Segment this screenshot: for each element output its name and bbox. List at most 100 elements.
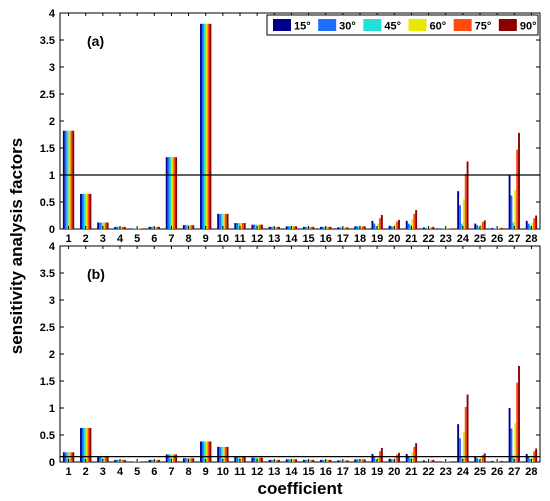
x-tick-label: 10 bbox=[217, 466, 229, 478]
x-axis-label: coefficient bbox=[257, 479, 342, 498]
bar bbox=[394, 456, 397, 462]
x-tick-label: 25 bbox=[474, 233, 486, 245]
bar bbox=[66, 130, 69, 229]
bar bbox=[424, 460, 427, 462]
bar bbox=[447, 228, 450, 229]
bar bbox=[449, 228, 452, 229]
bar bbox=[81, 193, 84, 229]
x-tick-label: 24 bbox=[457, 233, 470, 245]
bar bbox=[354, 459, 357, 462]
bar bbox=[516, 382, 519, 462]
bar bbox=[97, 456, 100, 462]
bar bbox=[251, 457, 254, 462]
y-tick-label: 0.5 bbox=[40, 197, 55, 209]
bar bbox=[205, 23, 208, 229]
bar bbox=[85, 427, 88, 462]
bar bbox=[274, 459, 277, 462]
bar bbox=[495, 461, 498, 462]
bar bbox=[342, 460, 345, 462]
bar bbox=[510, 428, 513, 462]
y-tick-label: 3 bbox=[49, 62, 55, 74]
bar bbox=[306, 226, 309, 229]
bar bbox=[308, 226, 311, 229]
bar bbox=[508, 175, 511, 229]
bar bbox=[337, 460, 340, 462]
bar bbox=[396, 221, 399, 229]
x-tick-label: 9 bbox=[203, 233, 209, 245]
bar bbox=[302, 226, 305, 229]
x-tick-label: 24 bbox=[457, 466, 470, 478]
x-tick-label: 5 bbox=[134, 466, 140, 478]
bar bbox=[405, 220, 408, 229]
bar bbox=[512, 455, 515, 462]
bar bbox=[535, 215, 538, 229]
bar bbox=[476, 458, 479, 462]
bar bbox=[289, 459, 292, 462]
x-tick-label: 19 bbox=[371, 466, 383, 478]
bar bbox=[120, 459, 122, 462]
x-tick-label: 14 bbox=[285, 466, 298, 478]
y-tick-label: 0 bbox=[49, 224, 55, 236]
bar bbox=[80, 427, 82, 462]
x-tick-label: 16 bbox=[320, 233, 332, 245]
bar bbox=[121, 226, 124, 229]
bar bbox=[325, 459, 328, 462]
y-tick-label: 1 bbox=[49, 170, 55, 182]
bar bbox=[226, 213, 229, 229]
bar bbox=[131, 228, 134, 229]
bar bbox=[291, 226, 294, 229]
x-tick-label: 23 bbox=[440, 466, 452, 478]
x-tick-label: 4 bbox=[117, 233, 124, 245]
bar bbox=[259, 224, 261, 229]
panel-label: (a) bbox=[87, 33, 104, 49]
bar bbox=[207, 441, 210, 462]
legend-swatch bbox=[363, 19, 382, 31]
bar bbox=[226, 446, 229, 462]
bar bbox=[116, 226, 119, 229]
x-tick-label: 20 bbox=[388, 466, 400, 478]
bar bbox=[358, 459, 360, 462]
x-tick-label: 21 bbox=[405, 466, 417, 478]
y-tick-label: 1.5 bbox=[40, 143, 55, 155]
bar bbox=[304, 226, 307, 229]
bar bbox=[83, 193, 86, 229]
bar bbox=[491, 227, 494, 229]
bar bbox=[358, 226, 360, 229]
bar bbox=[175, 157, 178, 229]
bar bbox=[287, 459, 290, 462]
bar bbox=[173, 454, 176, 462]
bar bbox=[260, 224, 263, 229]
bar bbox=[68, 130, 71, 229]
y-tick-label: 0 bbox=[49, 457, 55, 469]
bar bbox=[464, 173, 467, 229]
bar bbox=[236, 223, 239, 229]
bar bbox=[150, 226, 153, 229]
bar bbox=[106, 222, 109, 229]
bar bbox=[441, 228, 444, 229]
bar bbox=[268, 459, 271, 462]
bar bbox=[173, 157, 176, 229]
bar bbox=[308, 459, 311, 462]
bar bbox=[474, 456, 477, 462]
bar bbox=[388, 458, 391, 462]
x-tick-label: 14 bbox=[285, 233, 298, 245]
bar bbox=[323, 226, 326, 229]
bar bbox=[441, 461, 444, 462]
bar bbox=[354, 226, 357, 229]
bar bbox=[135, 228, 138, 229]
x-tick-label: 16 bbox=[320, 466, 332, 478]
bar bbox=[85, 193, 88, 229]
y-tick-label: 2 bbox=[49, 116, 55, 128]
x-tick-label: 13 bbox=[268, 233, 280, 245]
bar bbox=[241, 456, 244, 462]
bar bbox=[428, 227, 431, 229]
bar bbox=[182, 458, 185, 462]
bar bbox=[120, 226, 122, 229]
bar bbox=[481, 221, 484, 229]
bar bbox=[276, 459, 279, 462]
bar bbox=[295, 226, 298, 229]
bar bbox=[192, 458, 195, 462]
bar bbox=[140, 461, 143, 462]
bar bbox=[380, 447, 383, 462]
